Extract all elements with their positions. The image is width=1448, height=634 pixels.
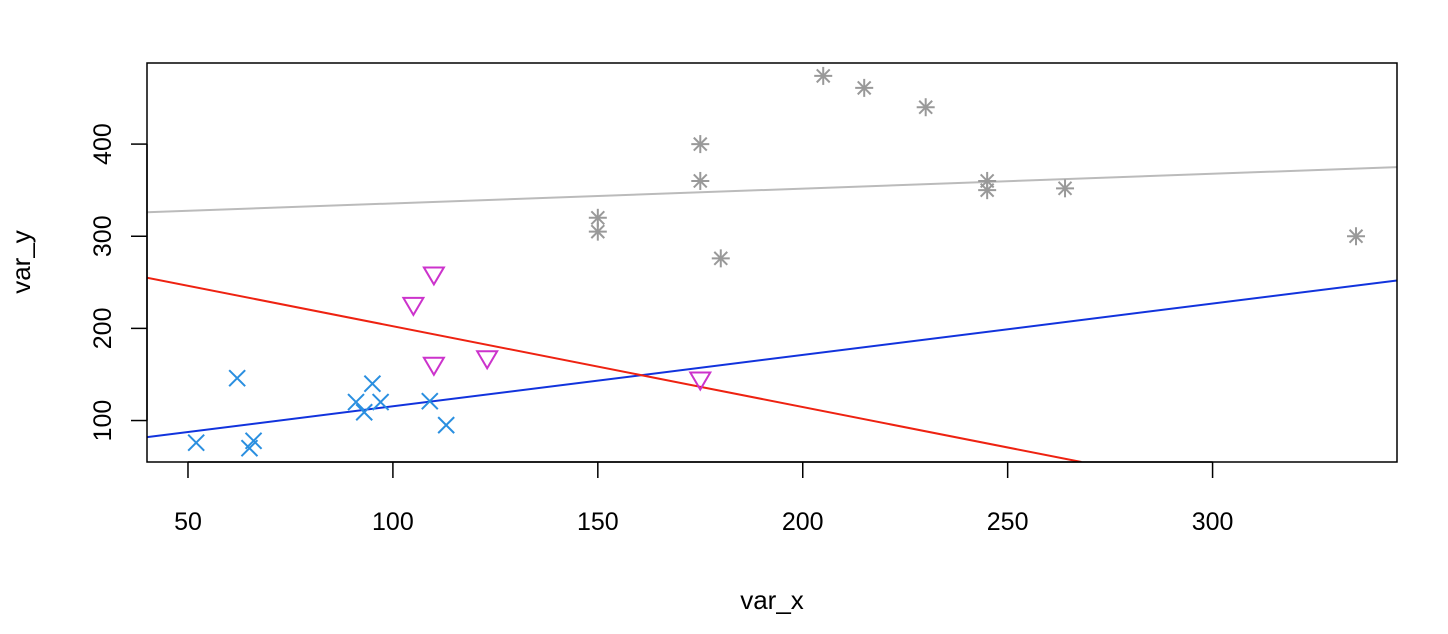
x-tick-label: 250: [987, 508, 1029, 536]
data-point: [401, 296, 426, 317]
data-point: [371, 393, 390, 411]
data-point: [1347, 227, 1366, 246]
data-point: [916, 98, 935, 117]
data-point: [421, 392, 439, 410]
trend-line: [147, 279, 1397, 439]
data-point: [187, 433, 205, 452]
data-point: [588, 222, 607, 241]
x-axis-title: var_x: [740, 585, 804, 615]
y-tick-label: 400: [89, 123, 117, 165]
y-tick-label: 200: [89, 308, 117, 350]
x-tick-label: 50: [174, 508, 202, 536]
x-tick-label: 100: [372, 508, 414, 536]
trend-line: [147, 276, 1082, 462]
data-point: [355, 403, 373, 421]
data-point: [437, 416, 455, 434]
data-point: [691, 171, 710, 190]
data-point: [244, 432, 263, 450]
data-point: [475, 350, 499, 371]
y-tick-label: 300: [89, 215, 117, 257]
data-point: [691, 135, 710, 154]
data-point: [588, 208, 607, 227]
x-tick-label: 300: [1192, 508, 1234, 536]
data-point: [422, 266, 446, 287]
axes: 50 100 150 200 250 300 100 200 300 400: [89, 123, 1233, 536]
data-point: [688, 371, 713, 392]
trend-lines: [147, 166, 1397, 462]
y-tick-label: 100: [89, 400, 117, 442]
data-point: [1056, 179, 1075, 198]
trend-line: [147, 166, 1397, 214]
data-point: [711, 249, 730, 268]
data-point: [814, 66, 833, 85]
data-point: [422, 356, 446, 377]
data-point: [855, 78, 874, 97]
data-point: [347, 393, 365, 411]
x-tick-label: 150: [577, 508, 619, 536]
data-point: [363, 374, 382, 393]
x-tick-label: 200: [782, 508, 824, 536]
plot-frame: [146, 62, 1398, 463]
y-axis-title: var_y: [6, 230, 36, 294]
data-points: [187, 66, 1366, 457]
data-point: [228, 369, 246, 387]
data-point: [978, 181, 997, 200]
